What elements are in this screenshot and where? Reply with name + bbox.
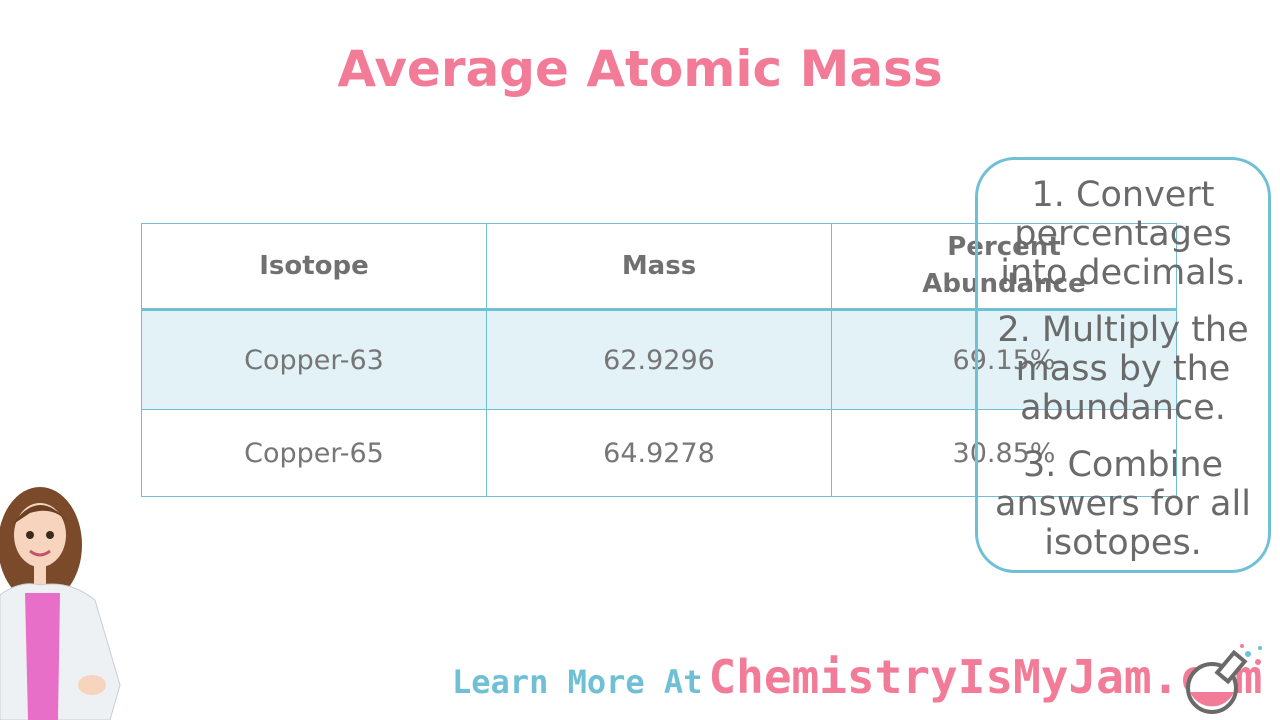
header-cell: Isotope	[141, 223, 487, 310]
title: Average Atomic Mass	[337, 40, 943, 98]
cell: 69.15%	[831, 308, 1177, 410]
scientist-illustration	[0, 487, 121, 720]
step: 3. Combine answers for all isotopes.	[995, 445, 1251, 563]
step: 2. Multiply the mass by the abundance.	[997, 310, 1249, 428]
cell: Copper-65	[141, 409, 487, 497]
step: 1. Convert percentages into decimals.	[1000, 175, 1246, 293]
isotope-table: Isotope Mass Percent Abundance Copper-63…	[141, 223, 1177, 497]
header-row: Isotope Mass Percent Abundance	[141, 223, 1177, 310]
cell: 62.9296	[486, 308, 832, 410]
header-cell: Mass	[486, 223, 832, 310]
flask-icon	[1186, 644, 1262, 714]
steps-box: 1. Convert percentages into decimals. 2.…	[975, 157, 1271, 573]
footer-label: Learn More At	[452, 663, 703, 701]
footer: Learn More At ChemistryIsMyJam.com	[452, 650, 1262, 704]
table-row: Copper-63 62.9296 69.15%	[141, 308, 1177, 410]
cell: 30.85%	[831, 409, 1177, 497]
footer-site: ChemistryIsMyJam.com	[708, 650, 1263, 704]
cell: 64.9278	[486, 409, 832, 497]
header-cell: Percent Abundance	[831, 223, 1177, 310]
cell: Copper-63	[141, 308, 487, 410]
table-row: Copper-65 64.9278 30.85%	[141, 409, 1177, 497]
